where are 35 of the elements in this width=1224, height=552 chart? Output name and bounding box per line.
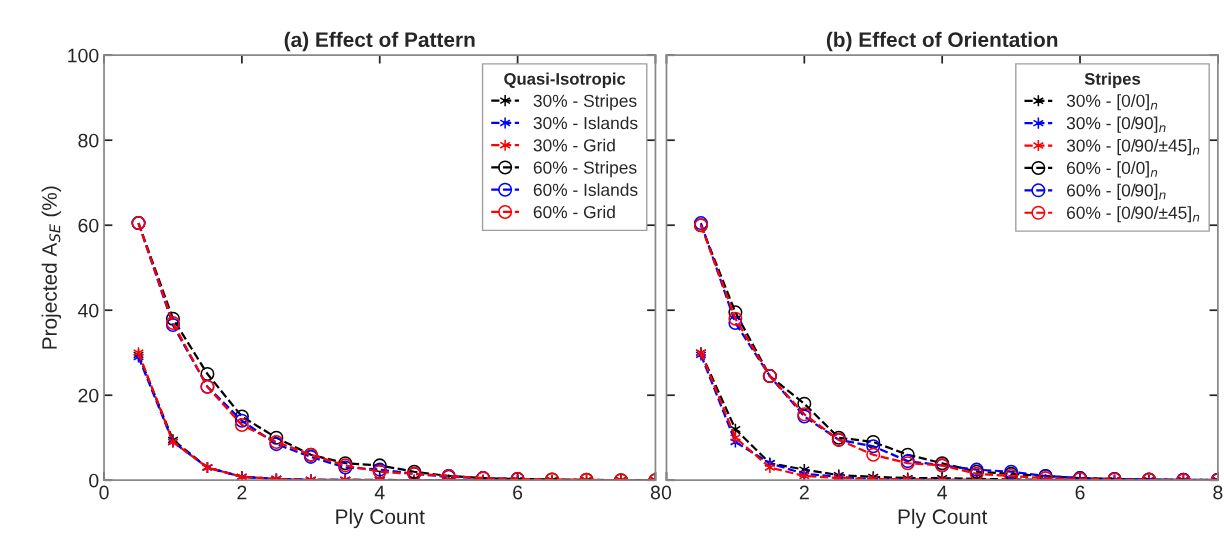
y-tick-label: 0 bbox=[89, 473, 99, 488]
legend-label: 60% - [0/90/±45]$_{n}$ bbox=[1067, 206, 1200, 223]
x-tick-label: 6 bbox=[1075, 485, 1085, 500]
y-tick-label: 60 bbox=[78, 218, 99, 233]
y-tick-label: 100 bbox=[68, 48, 99, 63]
y-tick-label: 40 bbox=[78, 303, 99, 318]
legend-label: 30% - Islands bbox=[533, 116, 638, 130]
x-axis-title: Ply Count bbox=[898, 508, 988, 529]
legend-label: 30% - [0/90/±45]$_{n}$ bbox=[1066, 138, 1200, 156]
legend-label: 60% - Islands bbox=[533, 183, 638, 196]
x-tick-label: 2 bbox=[799, 485, 809, 500]
y-tick-label: 20 bbox=[78, 388, 99, 403]
legend-label: 30% - Stripes bbox=[533, 94, 637, 111]
legend-title: Quasi-Isotropic bbox=[504, 72, 626, 89]
legend-label: 60% - Stripes bbox=[533, 160, 637, 178]
legend-label: 30% - [0/90]$_{n}$ bbox=[1066, 116, 1166, 133]
y-axis-title: Projected A$_{SE}$ (%) bbox=[41, 186, 62, 349]
x-tick-label: 0 bbox=[99, 485, 109, 500]
legend-label: 30% - Grid bbox=[533, 138, 615, 152]
x-tick-label: 4 bbox=[937, 485, 948, 500]
legend-label: 60% - [0/90]$_{n}$ bbox=[1067, 183, 1166, 200]
legend-label: 60% - Grid bbox=[533, 205, 615, 219]
legend-title: Stripes bbox=[1084, 72, 1141, 89]
x-tick-label: 8 bbox=[650, 485, 661, 500]
legend-label: 60% - [0/0]$_{n}$ bbox=[1067, 161, 1158, 178]
chart-title: (a) Effect of Pattern bbox=[284, 31, 475, 52]
x-axis-title: Ply Count bbox=[336, 508, 425, 529]
x-tick-label: 0 bbox=[661, 485, 672, 500]
x-tick-label: 2 bbox=[237, 485, 247, 500]
chart-title: (b) Effect of Orientation bbox=[826, 31, 1058, 52]
x-tick-label: 4 bbox=[374, 485, 385, 500]
x-tick-label: 8 bbox=[1213, 485, 1223, 500]
legend-label: 30% - [0/0]$_{n}$ bbox=[1066, 94, 1158, 111]
x-tick-label: 6 bbox=[513, 485, 523, 500]
y-tick-label: 80 bbox=[78, 133, 99, 148]
